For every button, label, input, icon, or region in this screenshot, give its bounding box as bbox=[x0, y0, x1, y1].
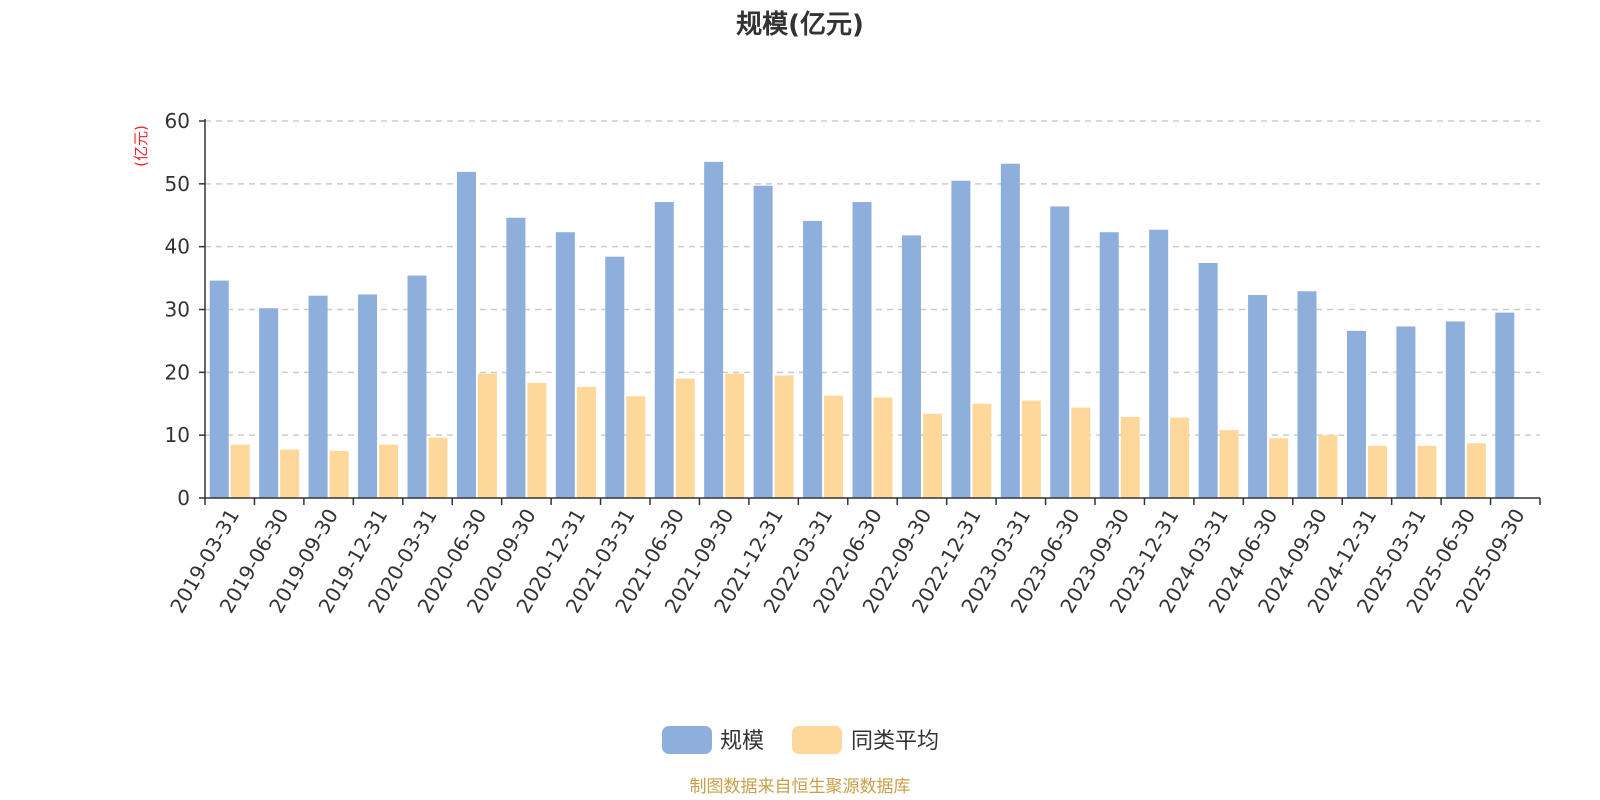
bar-scale[interactable] bbox=[456, 171, 476, 498]
bar-scale[interactable] bbox=[803, 220, 823, 498]
bar-scale[interactable] bbox=[1297, 291, 1317, 498]
bar-scale[interactable] bbox=[358, 294, 378, 498]
bar-scale[interactable] bbox=[1198, 263, 1218, 498]
bar-scale[interactable] bbox=[1495, 312, 1515, 498]
data-source-note: 制图数据来自恒生聚源数据库 bbox=[690, 777, 911, 797]
bar-scale[interactable] bbox=[1000, 163, 1020, 498]
y-axis-ticks: 0 10 20 30 40 50 60 bbox=[165, 109, 205, 510]
legend[interactable]: 规模 同类平均 bbox=[662, 726, 939, 754]
bar-peer-average[interactable] bbox=[1417, 445, 1437, 498]
x-axis-ticks: 2019-03-312019-06-302019-09-302019-12-31… bbox=[165, 498, 1541, 617]
y-tick-label: 50 bbox=[165, 172, 190, 196]
bar-scale[interactable] bbox=[852, 202, 872, 498]
bar-peer-average[interactable] bbox=[576, 386, 596, 498]
y-tick-label: 0 bbox=[177, 486, 190, 510]
bar-peer-average[interactable] bbox=[477, 373, 497, 498]
bar-peer-average[interactable] bbox=[379, 444, 399, 498]
bar-peer-average[interactable] bbox=[1170, 417, 1190, 498]
bar-peer-average[interactable] bbox=[774, 375, 794, 498]
legend-swatch-peer-average[interactable] bbox=[792, 726, 842, 754]
bars bbox=[209, 161, 1515, 499]
bar-peer-average[interactable] bbox=[230, 444, 250, 498]
y-tick-label: 40 bbox=[165, 235, 190, 259]
bar-peer-average[interactable] bbox=[1120, 416, 1140, 498]
bar-scale[interactable] bbox=[1248, 295, 1268, 498]
legend-swatch-scale[interactable] bbox=[662, 726, 712, 754]
y-tick-label: 10 bbox=[165, 423, 190, 447]
bar-peer-average[interactable] bbox=[1367, 445, 1387, 498]
bar-peer-average[interactable] bbox=[428, 437, 448, 498]
bar-scale[interactable] bbox=[1050, 206, 1070, 498]
bar-peer-average[interactable] bbox=[1071, 407, 1091, 498]
bar-peer-average[interactable] bbox=[329, 450, 349, 498]
axes bbox=[204, 119, 1540, 499]
bar-peer-average[interactable] bbox=[972, 403, 992, 498]
bar-peer-average[interactable] bbox=[675, 378, 695, 498]
bar-scale[interactable] bbox=[901, 235, 921, 498]
bar-scale[interactable] bbox=[1149, 229, 1169, 498]
y-axis-unit-label: (亿元) bbox=[132, 125, 150, 167]
bar-peer-average[interactable] bbox=[1219, 430, 1239, 498]
bar-peer-average[interactable] bbox=[922, 413, 942, 498]
bar-peer-average[interactable] bbox=[626, 396, 646, 498]
bar-scale[interactable] bbox=[506, 217, 526, 498]
chart-title: 规模(亿元) bbox=[736, 10, 864, 40]
legend-label-peer-average[interactable]: 同类平均 bbox=[851, 729, 939, 754]
y-tick-label: 20 bbox=[165, 360, 190, 384]
bar-scale[interactable] bbox=[1396, 326, 1416, 498]
bar-peer-average[interactable] bbox=[280, 449, 300, 498]
bar-scale[interactable] bbox=[259, 308, 279, 498]
bar-peer-average[interactable] bbox=[1318, 435, 1338, 498]
bar-peer-average[interactable] bbox=[1021, 400, 1041, 498]
grid-lines bbox=[205, 120, 1540, 436]
bar-peer-average[interactable] bbox=[725, 373, 745, 498]
bar-peer-average[interactable] bbox=[824, 395, 844, 498]
bar-scale[interactable] bbox=[1346, 330, 1366, 498]
legend-label-scale[interactable]: 规模 bbox=[720, 729, 764, 754]
bar-peer-average[interactable] bbox=[873, 397, 893, 498]
bar-scale[interactable] bbox=[654, 202, 674, 498]
bar-scale[interactable] bbox=[753, 185, 773, 499]
bar-scale[interactable] bbox=[209, 280, 229, 498]
y-tick-label: 60 bbox=[165, 109, 190, 133]
bar-scale[interactable] bbox=[605, 256, 625, 498]
bar-scale[interactable] bbox=[704, 161, 724, 498]
bar-scale[interactable] bbox=[555, 232, 575, 498]
bar-scale[interactable] bbox=[1099, 232, 1119, 498]
bar-peer-average[interactable] bbox=[527, 383, 547, 498]
bar-scale[interactable] bbox=[1445, 321, 1465, 498]
bar-scale[interactable] bbox=[951, 180, 971, 499]
bar-scale[interactable] bbox=[308, 295, 328, 498]
y-tick-label: 30 bbox=[165, 298, 190, 322]
bar-peer-average[interactable] bbox=[1269, 438, 1289, 498]
bar-scale[interactable] bbox=[407, 275, 427, 498]
bar-peer-average[interactable] bbox=[1466, 443, 1486, 498]
